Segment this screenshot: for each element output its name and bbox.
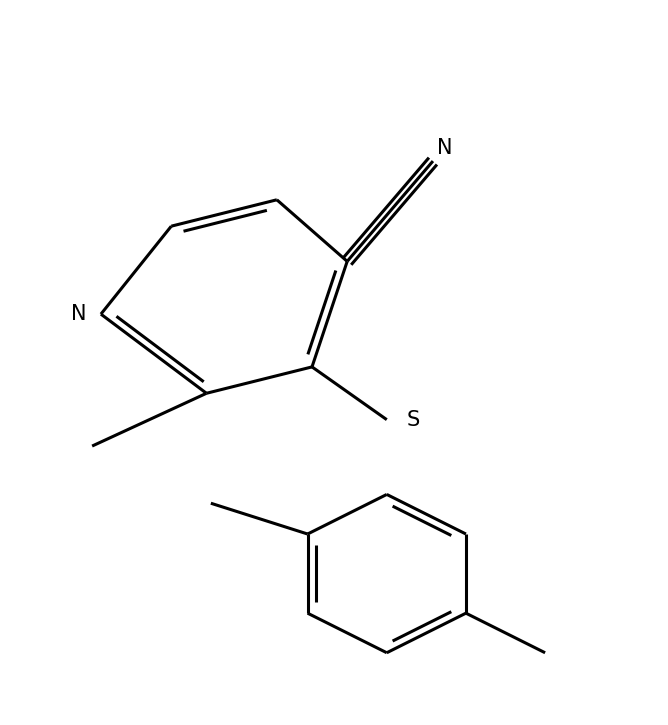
Text: S: S xyxy=(407,410,420,430)
Text: N: N xyxy=(71,304,87,324)
Text: N: N xyxy=(437,138,452,158)
